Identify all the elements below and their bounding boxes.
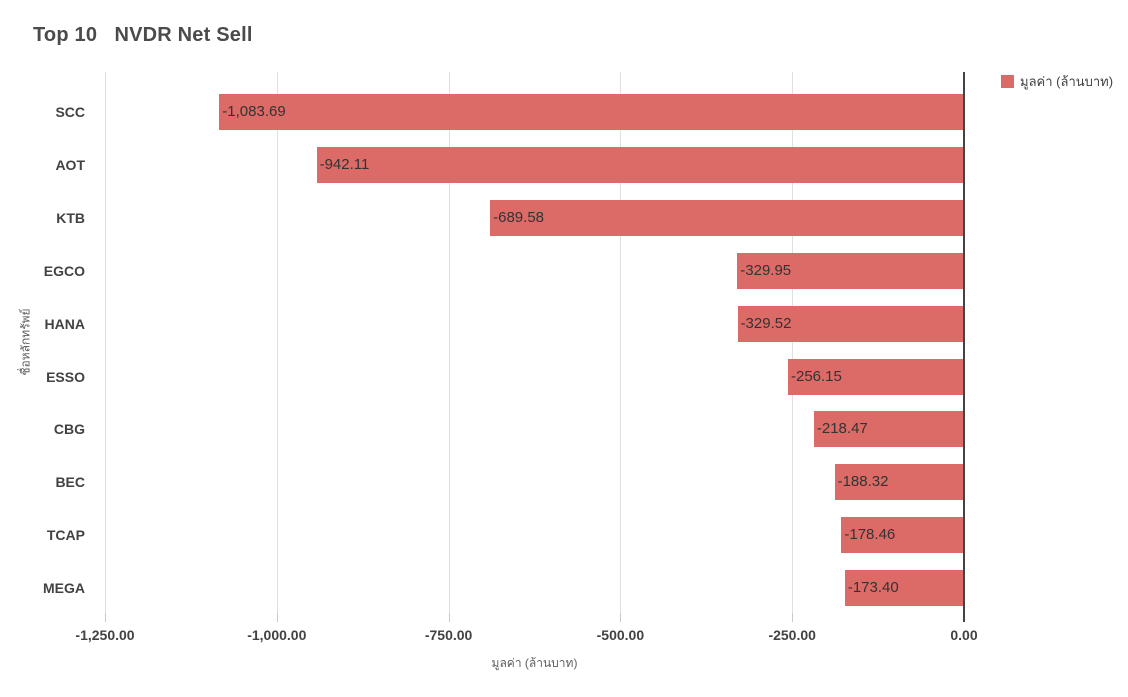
- x-axis-tick-marks: [105, 613, 965, 622]
- chart-title: Top 10 NVDR Net Sell: [33, 24, 253, 46]
- x-tick-mark: [105, 613, 106, 622]
- bar-value-label: -218.47: [816, 420, 868, 438]
- bar-value-label: -942.11: [319, 155, 370, 173]
- bar-esso[interactable]: -256.15: [787, 358, 964, 395]
- gridline: [792, 72, 794, 613]
- x-tick-label: -1,000.00: [247, 627, 307, 643]
- x-tick-mark: [963, 613, 965, 622]
- bar-egco[interactable]: -329.95: [737, 252, 964, 289]
- bar-cbg[interactable]: -218.47: [813, 411, 964, 448]
- x-tick-label: -1,250.00: [75, 627, 135, 643]
- x-tick-mark: [620, 613, 622, 622]
- x-tick-label: -750.00: [424, 627, 473, 643]
- x-tick-label: -500.00: [596, 627, 645, 643]
- bar-value-label: -689.58: [493, 208, 544, 226]
- bar-value-label: -1,083.69: [222, 103, 286, 120]
- bar-tcap[interactable]: -178.46: [841, 517, 964, 554]
- gridline: [276, 72, 278, 613]
- category-label-hana: HANA: [44, 315, 85, 332]
- bar-value-label: -178.46: [844, 526, 896, 544]
- x-tick-label: -250.00: [768, 627, 816, 643]
- category-label-mega: MEGA: [43, 580, 85, 597]
- plot-area: -1,083.69 -942.11 -689.58 -329.95 -329.52 -25…: [105, 72, 965, 613]
- bar-mega[interactable]: -173.40: [844, 570, 964, 607]
- category-label-tcap: TCAP: [46, 527, 85, 544]
- bar-ktb[interactable]: -689.58: [490, 199, 964, 236]
- x-axis-tick-labels: -1,250.00 -1,000.00 -750.00 -500.00 -250.00 0…: [75, 627, 977, 645]
- x-tick-label: 0.00: [950, 627, 978, 643]
- bar-value-label: -329.95: [740, 261, 792, 279]
- bar-value-label: -329.52: [740, 314, 792, 332]
- category-label-bec: BEC: [55, 474, 85, 491]
- legend-item[interactable]: มูลค่า (ล้านบาท): [1001, 71, 1113, 92]
- y-axis-labels: SCC AOT KTB EGCO HANA ESSO CBG BEC TCAP MEGA: [0, 72, 95, 613]
- x-tick-mark: [792, 613, 794, 622]
- bar-value-label: -173.40: [847, 579, 899, 597]
- category-label-aot: AOT: [55, 156, 85, 173]
- legend-swatch-icon: [1001, 75, 1014, 88]
- y-axis-title: ชื่อหลักทรัพย์: [18, 308, 33, 376]
- gridline: [105, 72, 106, 613]
- legend-label: มูลค่า (ล้านบาท): [1020, 74, 1114, 89]
- category-label-egco: EGCO: [43, 262, 85, 279]
- x-tick-mark: [448, 613, 450, 622]
- bar-aot[interactable]: -942.11: [316, 146, 964, 183]
- gridline: [620, 72, 622, 613]
- bar-bec[interactable]: -188.32: [834, 464, 964, 501]
- gridline: [448, 72, 450, 613]
- bar-value-label: -256.15: [790, 367, 842, 385]
- x-tick-mark: [276, 613, 278, 622]
- category-label-ktb: KTB: [56, 209, 85, 226]
- bar-value-label: -188.32: [837, 473, 889, 491]
- category-label-esso: ESSO: [46, 368, 85, 385]
- x-axis-title: มูลค่า (ล้านบาท): [491, 656, 578, 670]
- zero-baseline: [963, 72, 965, 613]
- bar-hana[interactable]: -329.52: [737, 305, 964, 342]
- category-label-scc: SCC: [55, 104, 85, 120]
- bar-scc[interactable]: -1,083.69: [219, 94, 964, 130]
- category-label-cbg: CBG: [53, 421, 85, 438]
